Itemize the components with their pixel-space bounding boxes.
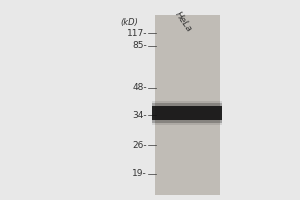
Text: 19-: 19- xyxy=(132,170,147,178)
Bar xyxy=(152,103,222,106)
Bar xyxy=(152,120,222,123)
Bar xyxy=(152,101,222,106)
Text: 117-: 117- xyxy=(127,28,147,38)
Text: 85-: 85- xyxy=(132,42,147,50)
Bar xyxy=(152,106,222,120)
Text: (kD): (kD) xyxy=(120,18,138,27)
Text: HeLa: HeLa xyxy=(173,10,193,34)
Bar xyxy=(155,15,220,195)
Text: 26-: 26- xyxy=(132,140,147,150)
Text: 34-: 34- xyxy=(132,110,147,119)
Text: 48-: 48- xyxy=(132,84,147,92)
Bar xyxy=(152,120,222,125)
